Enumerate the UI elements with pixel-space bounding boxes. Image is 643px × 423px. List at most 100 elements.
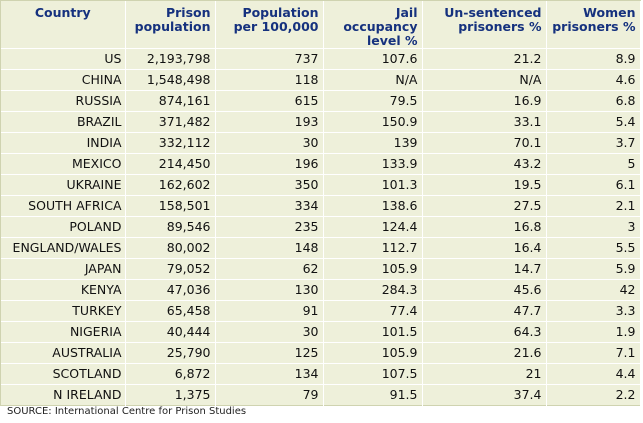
jail-occupancy-cell: 139 [323, 132, 423, 154]
prison-population-cell: 162,602 [125, 174, 216, 196]
table-row: CHINA 1,548,498 118 N/A N/A 4.6 [1, 69, 641, 91]
women-prisoners-cell: 42 [546, 279, 641, 301]
table-body: US 2,193,798 737 107.6 21.2 8.9 CHINA 1,548,498… [1, 48, 641, 406]
country-cell: RUSSIA [1, 90, 126, 112]
population-per-100000-cell: 130 [215, 279, 324, 301]
country-cell: NIGERIA [1, 321, 126, 343]
country-cell: MEXICO [1, 153, 126, 175]
unsentenced-cell: 16.9 [422, 90, 547, 112]
unsentenced-cell: 70.1 [422, 132, 547, 154]
country-cell: INDIA [1, 132, 126, 154]
table-row: KENYA 47,036 130 284.3 45.6 42 [1, 279, 641, 301]
prison-statistics-table: Country Prison population Population per… [1, 1, 641, 406]
women-prisoners-cell: 5.9 [546, 258, 641, 280]
jail-occupancy-cell: 77.4 [323, 300, 423, 322]
jail-occupancy-cell: 284.3 [323, 279, 423, 301]
country-cell: JAPAN [1, 258, 126, 280]
unsentenced-cell: 19.5 [422, 174, 547, 196]
unsentenced-cell: 27.5 [422, 195, 547, 217]
country-cell: US [1, 48, 126, 70]
table-row: N IRELAND 1,375 79 91.5 37.4 2.2 [1, 384, 641, 406]
jail-occupancy-cell: 105.9 [323, 342, 423, 364]
jail-occupancy-cell: 133.9 [323, 153, 423, 175]
table-row: UKRAINE 162,602 350 101.3 19.5 6.1 [1, 174, 641, 196]
unsentenced-cell: 45.6 [422, 279, 547, 301]
prison-population-cell: 1,375 [125, 384, 216, 406]
women-prisoners-cell: 2.2 [546, 384, 641, 406]
unsentenced-cell: 14.7 [422, 258, 547, 280]
population-per-100000-cell: 125 [215, 342, 324, 364]
women-prisoners-cell: 1.9 [546, 321, 641, 343]
table-row: ENGLAND/WALES 80,002 148 112.7 16.4 5.5 [1, 237, 641, 259]
women-prisoners-cell: 5.5 [546, 237, 641, 259]
country-cell: N IRELAND [1, 384, 126, 406]
women-prisoners-cell: 6.8 [546, 90, 641, 112]
country-cell: POLAND [1, 216, 126, 238]
column-header-women-prisoners: Women prisoners % [546, 1, 641, 49]
prison-population-cell: 332,112 [125, 132, 216, 154]
population-per-100000-cell: 79 [215, 384, 324, 406]
country-cell: TURKEY [1, 300, 126, 322]
population-per-100000-cell: 350 [215, 174, 324, 196]
prison-population-cell: 214,450 [125, 153, 216, 175]
prison-population-cell: 65,458 [125, 300, 216, 322]
population-per-100000-cell: 118 [215, 69, 324, 91]
country-cell: KENYA [1, 279, 126, 301]
prison-population-cell: 79,052 [125, 258, 216, 280]
country-cell: AUSTRALIA [1, 342, 126, 364]
women-prisoners-cell: 3 [546, 216, 641, 238]
table-row: US 2,193,798 737 107.6 21.2 8.9 [1, 48, 641, 70]
prison-population-cell: 89,546 [125, 216, 216, 238]
population-per-100000-cell: 334 [215, 195, 324, 217]
table-row: NIGERIA 40,444 30 101.5 64.3 1.9 [1, 321, 641, 343]
table-row: MEXICO 214,450 196 133.9 43.2 5 [1, 153, 641, 175]
unsentenced-cell: N/A [422, 69, 547, 91]
country-cell: ENGLAND/WALES [1, 237, 126, 259]
unsentenced-cell: 21 [422, 363, 547, 385]
country-cell: SOUTH AFRICA [1, 195, 126, 217]
unsentenced-cell: 16.4 [422, 237, 547, 259]
table-row: SCOTLAND 6,872 134 107.5 21 4.4 [1, 363, 641, 385]
unsentenced-cell: 33.1 [422, 111, 547, 133]
table-row: BRAZIL 371,482 193 150.9 33.1 5.4 [1, 111, 641, 133]
jail-occupancy-cell: 107.5 [323, 363, 423, 385]
country-cell: SCOTLAND [1, 363, 126, 385]
women-prisoners-cell: 5 [546, 153, 641, 175]
women-prisoners-cell: 3.3 [546, 300, 641, 322]
prison-population-cell: 2,193,798 [125, 48, 216, 70]
jail-occupancy-cell: N/A [323, 69, 423, 91]
jail-occupancy-cell: 105.9 [323, 258, 423, 280]
unsentenced-cell: 64.3 [422, 321, 547, 343]
unsentenced-cell: 47.7 [422, 300, 547, 322]
prison-population-cell: 40,444 [125, 321, 216, 343]
women-prisoners-cell: 4.4 [546, 363, 641, 385]
population-per-100000-cell: 134 [215, 363, 324, 385]
jail-occupancy-cell: 91.5 [323, 384, 423, 406]
table-frame: Country Prison population Population per… [0, 0, 641, 406]
unsentenced-cell: 21.6 [422, 342, 547, 364]
column-header-population-per-100000: Population per 100,000 [215, 1, 324, 49]
women-prisoners-cell: 8.9 [546, 48, 641, 70]
prison-population-cell: 47,036 [125, 279, 216, 301]
population-per-100000-cell: 615 [215, 90, 324, 112]
table-row: JAPAN 79,052 62 105.9 14.7 5.9 [1, 258, 641, 280]
country-cell: UKRAINE [1, 174, 126, 196]
women-prisoners-cell: 7.1 [546, 342, 641, 364]
jail-occupancy-cell: 107.6 [323, 48, 423, 70]
country-cell: CHINA [1, 69, 126, 91]
unsentenced-cell: 21.2 [422, 48, 547, 70]
jail-occupancy-cell: 101.5 [323, 321, 423, 343]
prison-population-cell: 1,548,498 [125, 69, 216, 91]
table-row: INDIA 332,112 30 139 70.1 3.7 [1, 132, 641, 154]
population-per-100000-cell: 62 [215, 258, 324, 280]
prison-population-cell: 874,161 [125, 90, 216, 112]
population-per-100000-cell: 737 [215, 48, 324, 70]
table-row: RUSSIA 874,161 615 79.5 16.9 6.8 [1, 90, 641, 112]
women-prisoners-cell: 2.1 [546, 195, 641, 217]
population-per-100000-cell: 193 [215, 111, 324, 133]
table-row: POLAND 89,546 235 124.4 16.8 3 [1, 216, 641, 238]
column-header-prison-population: Prison population [125, 1, 216, 49]
women-prisoners-cell: 6.1 [546, 174, 641, 196]
prison-population-cell: 6,872 [125, 363, 216, 385]
women-prisoners-cell: 3.7 [546, 132, 641, 154]
